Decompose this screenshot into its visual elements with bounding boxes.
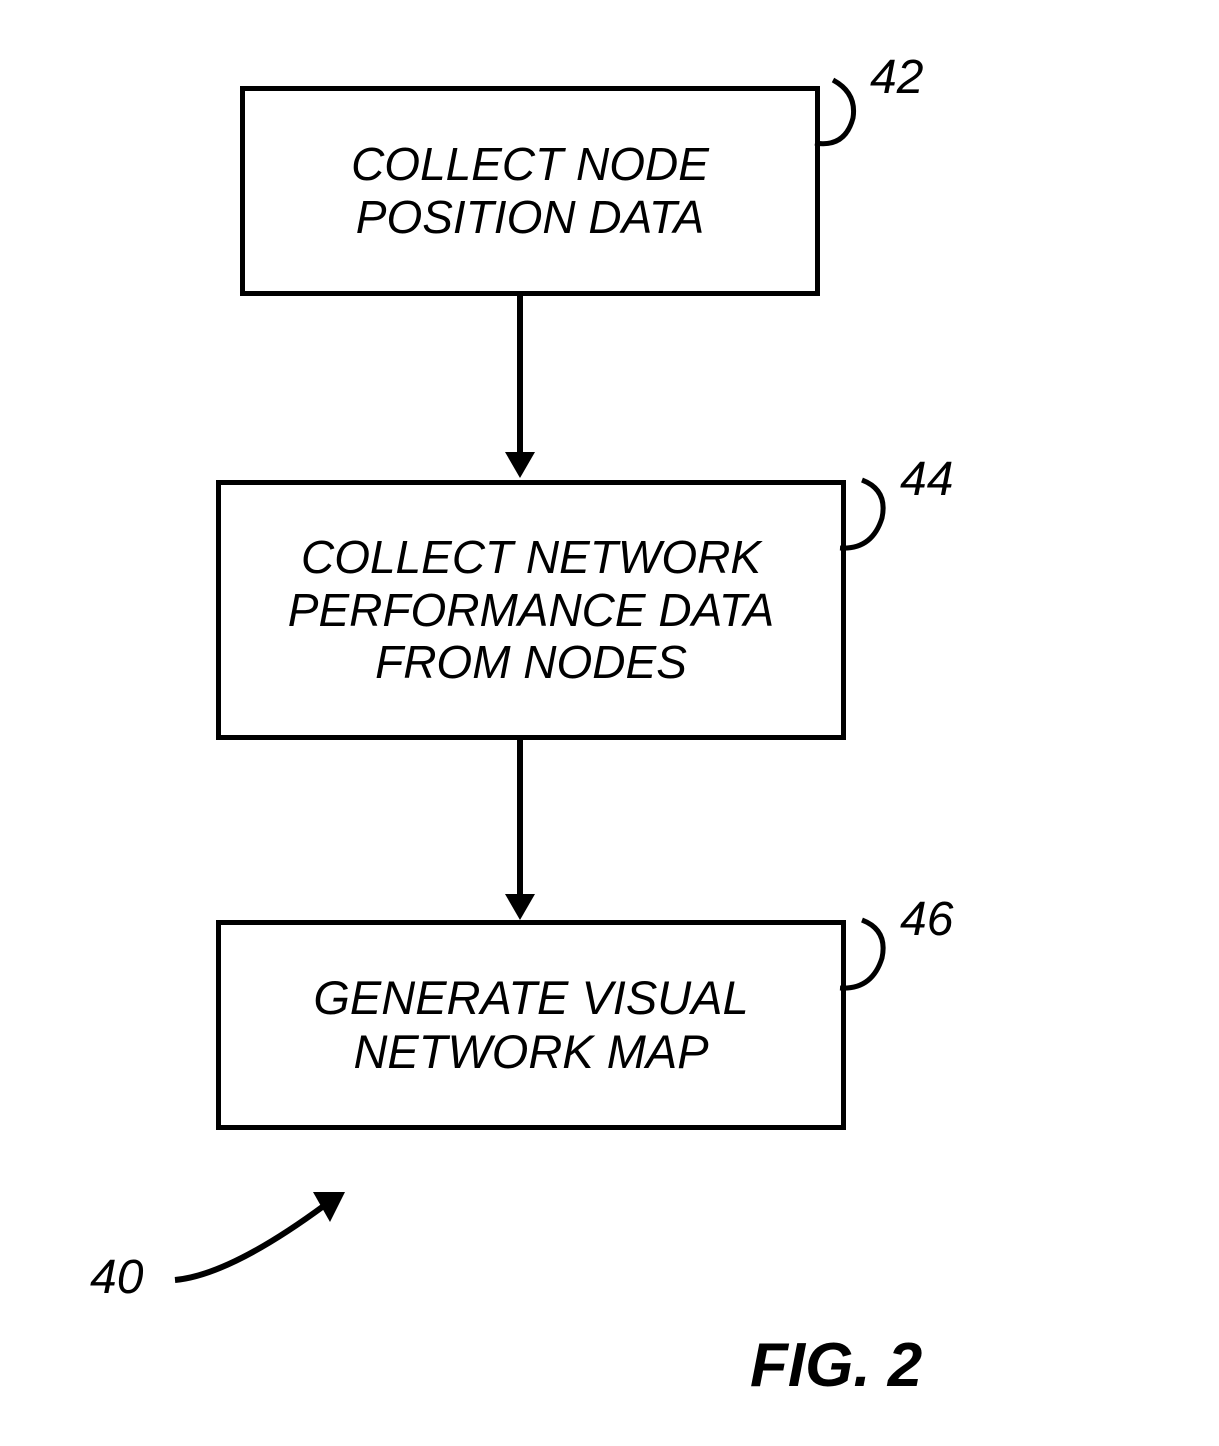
flowchart-box-3: GENERATE VISUAL NETWORK MAP <box>216 920 846 1130</box>
ref-arrow-40 <box>170 1180 370 1300</box>
box3-line2: NETWORK MAP <box>353 1025 708 1079</box>
ref-label-46: 46 <box>900 892 953 947</box>
figure-label: FIG. 2 <box>750 1330 922 1401</box>
box3-line1: GENERATE VISUAL <box>313 971 748 1025</box>
ref-label-40: 40 <box>90 1250 143 1305</box>
ref-connector-46 <box>840 918 905 998</box>
